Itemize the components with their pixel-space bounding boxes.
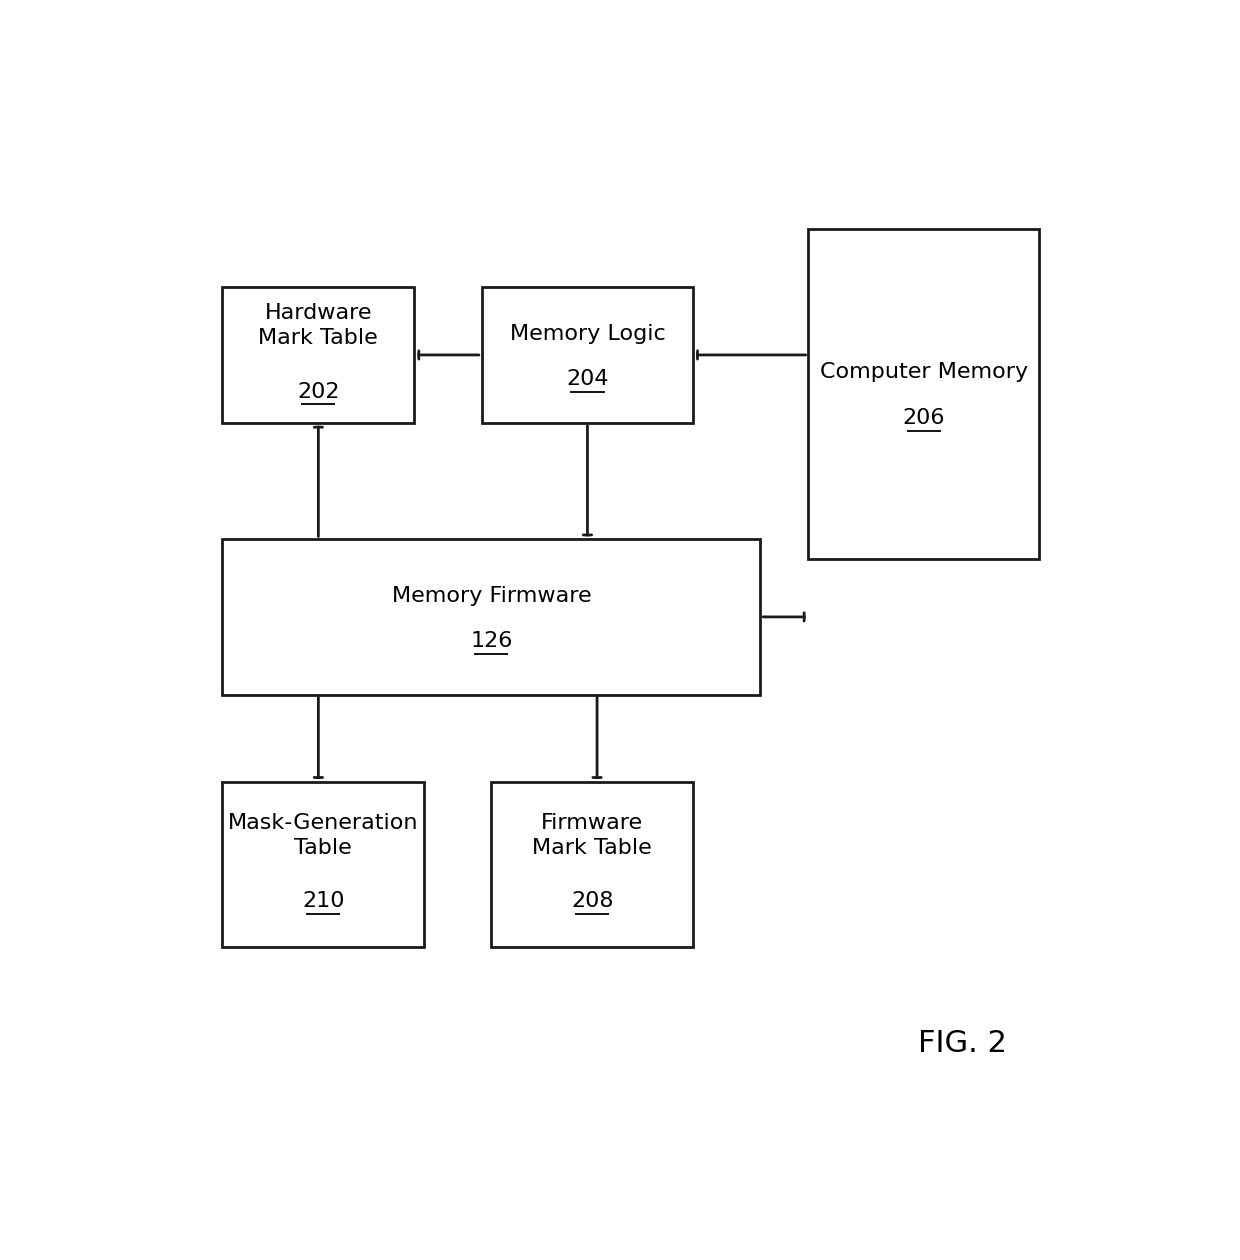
Text: Memory Logic: Memory Logic	[510, 324, 666, 344]
Text: 206: 206	[903, 408, 945, 428]
Bar	[222, 781, 424, 946]
Text: FIG. 2: FIG. 2	[918, 1029, 1007, 1058]
Text: 126: 126	[470, 631, 512, 651]
Bar	[481, 287, 693, 423]
Bar	[222, 539, 760, 694]
Text: 210: 210	[301, 891, 345, 911]
Text: 202: 202	[298, 382, 340, 402]
Text: 208: 208	[570, 891, 614, 911]
Text: Computer Memory: Computer Memory	[820, 363, 1028, 382]
Text: Firmware
Mark Table: Firmware Mark Table	[532, 813, 652, 858]
Bar	[491, 781, 693, 946]
Text: Mask-Generation
Table: Mask-Generation Table	[228, 813, 418, 858]
Text: Memory Firmware: Memory Firmware	[392, 586, 591, 606]
Bar	[808, 229, 1039, 558]
Text: Hardware
Mark Table: Hardware Mark Table	[258, 304, 378, 348]
Bar	[222, 287, 414, 423]
Text: 204: 204	[567, 369, 609, 389]
